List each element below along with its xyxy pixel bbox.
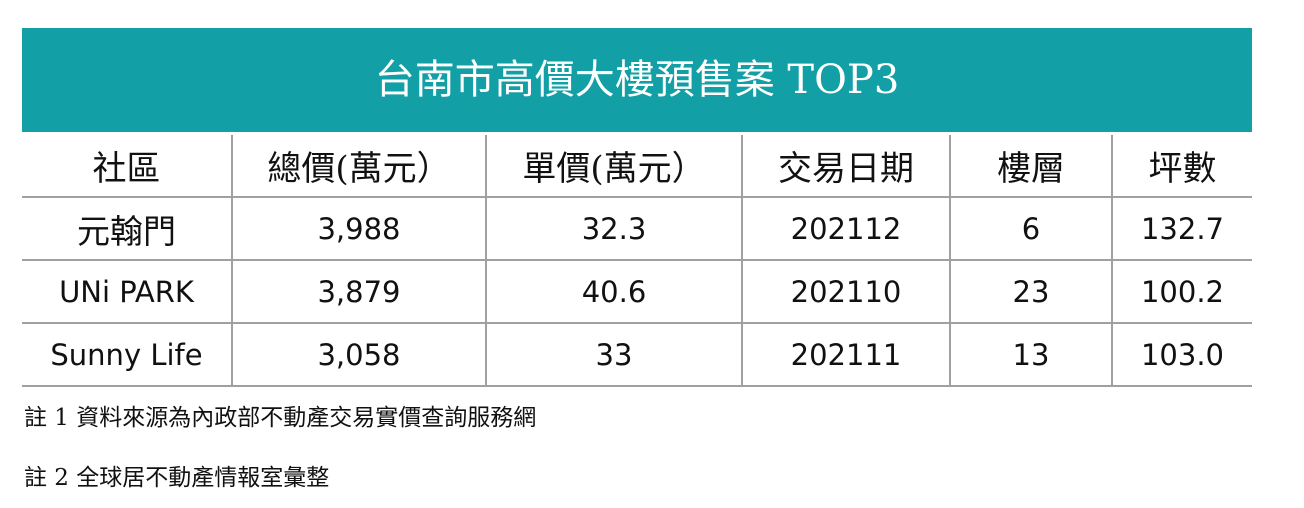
data-table: 社區 總價(萬元） 單價(萬元） 交易日期 樓層 坪數 元翰門 3,988 32.3 20211… <box>22 135 1252 387</box>
table-cell: 32.3 <box>485 197 742 261</box>
table-cell: 33 <box>485 323 742 387</box>
header-row: 社區 總價(萬元） 單價(萬元） 交易日期 樓層 坪數 <box>22 135 1252 198</box>
note: 註 1 資料來源為內政部不動產交易實價查詢服務網 <box>24 405 537 431</box>
table-cell: 13 <box>949 323 1112 387</box>
header-cell: 交易日期 <box>741 135 950 198</box>
table-title: 台南市高價大樓預售案 TOP3 <box>22 28 1252 132</box>
table-cell: 202112 <box>741 197 950 261</box>
header-cell: 社區 <box>22 135 232 198</box>
table-cell: 40.6 <box>485 260 742 324</box>
table-body: 元翰門 3,988 32.3 202112 6 132.7 UNi PARK 3,879 40.… <box>22 197 1252 387</box>
table-cell: Sunny Life <box>22 323 232 387</box>
table-cell: 元翰門 <box>22 197 232 261</box>
table-cell: 6 <box>949 197 1112 261</box>
table-cell: 132.7 <box>1111 197 1252 261</box>
header-cell: 單價(萬元） <box>485 135 742 198</box>
table-cell: 3,058 <box>231 323 486 387</box>
table-cell: 3,879 <box>231 260 486 324</box>
table-cell: 202111 <box>741 323 950 387</box>
header-cell: 坪數 <box>1111 135 1252 198</box>
table-row: 元翰門 3,988 32.3 202112 6 132.7 <box>22 197 1252 261</box>
header-cell: 總價(萬元） <box>231 135 486 198</box>
table-cell: UNi PARK <box>22 260 232 324</box>
table-cell: 100.2 <box>1111 260 1252 324</box>
table-cell: 202110 <box>741 260 950 324</box>
header-cell: 樓層 <box>949 135 1112 198</box>
note: 註 2 全球居不動產情報室彙整 <box>24 465 330 491</box>
table-cell: 23 <box>949 260 1112 324</box>
table-cell: 103.0 <box>1111 323 1252 387</box>
table-cell: 3,988 <box>231 197 486 261</box>
table-row: Sunny Life 3,058 33 202111 13 103.0 <box>22 323 1252 387</box>
table-row: UNi PARK 3,879 40.6 202110 23 100.2 <box>22 260 1252 324</box>
